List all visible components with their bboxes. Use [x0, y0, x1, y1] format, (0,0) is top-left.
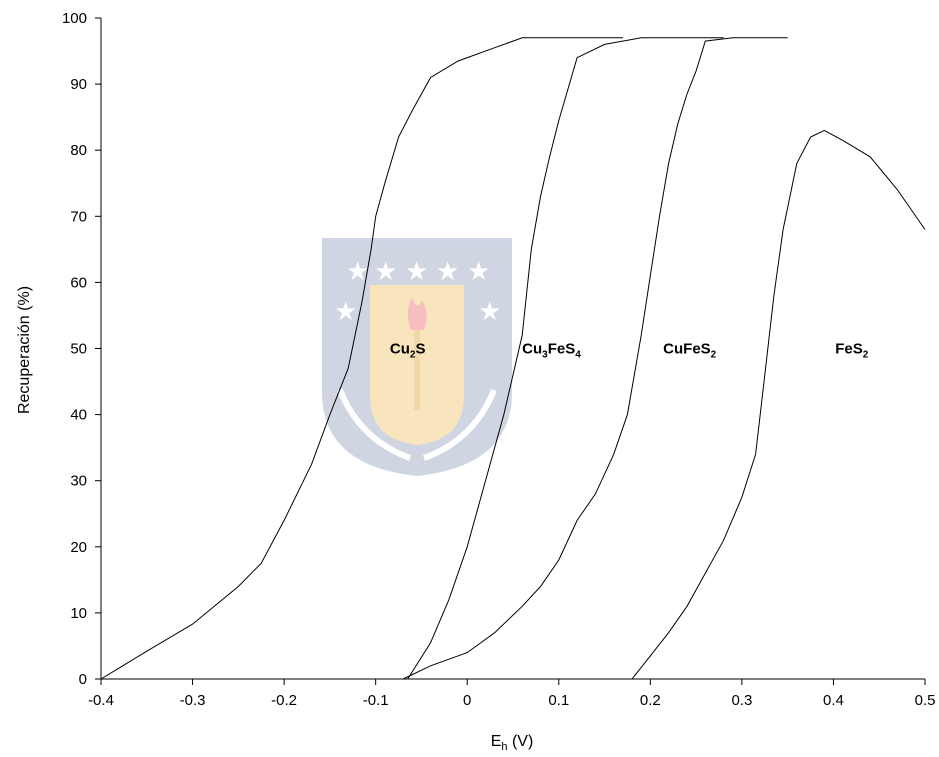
- crest-stars: ★ ★ ★ ★ ★ ★ ★: [334, 257, 501, 327]
- svg-text:★: ★: [436, 257, 459, 287]
- svg-text:★: ★: [346, 257, 369, 287]
- curve-label-2: CuFeS2: [663, 341, 717, 361]
- torch-icon: [414, 330, 420, 410]
- x-tick-label: -0.3: [180, 692, 206, 709]
- y-tick-label: 40: [70, 407, 87, 424]
- x-tick-label: -0.2: [271, 692, 297, 709]
- svg-text:★: ★: [374, 257, 397, 287]
- series-layer: [100, 37, 926, 680]
- y-tick-label: 10: [70, 605, 87, 622]
- curve-label-0: Cu2S: [390, 341, 426, 361]
- svg-text:★: ★: [405, 257, 428, 287]
- y-tick-label: 70: [70, 208, 87, 225]
- series-line-2: [402, 37, 788, 680]
- svg-text:★: ★: [334, 297, 357, 327]
- x-tick-label: 0.4: [823, 692, 844, 709]
- curve-labels: Cu2S Cu3FeS4 CuFeS2 FeS2: [390, 341, 869, 361]
- y-tick-label: 80: [70, 142, 87, 159]
- y-tick-label: 20: [70, 539, 87, 556]
- svg-text:★: ★: [478, 297, 501, 327]
- x-tick-label: 0.5: [915, 692, 936, 709]
- axes: 0 10 20 30 40 50 60 70 80 90 100 -0.4 -0.3 -0.2 -0.1 0 0…: [62, 10, 935, 709]
- crest-watermark: ★ ★ ★ ★ ★ ★ ★: [322, 238, 512, 476]
- x-tick-label: 0: [463, 692, 471, 709]
- y-tick-label: 0: [79, 671, 87, 688]
- x-tick-label: 0.3: [731, 692, 752, 709]
- curve-label-3: FeS2: [835, 341, 869, 361]
- y-tick-label: 60: [70, 274, 87, 291]
- x-axis-title: Eh (V): [491, 733, 534, 753]
- y-tick-label: 30: [70, 473, 87, 490]
- y-tick-label: 50: [70, 341, 87, 358]
- series-line-1: [407, 37, 724, 680]
- x-tick-label: -0.4: [88, 692, 114, 709]
- y-tick-label: 100: [62, 10, 87, 27]
- y-tick-label: 90: [70, 76, 87, 93]
- svg-text:★: ★: [467, 257, 490, 287]
- x-tick-label: 0.1: [548, 692, 569, 709]
- curve-label-1: Cu3FeS4: [522, 341, 581, 361]
- x-tick-label: 0.2: [640, 692, 661, 709]
- series-line-0: [100, 37, 623, 680]
- torch-flame-icon: [407, 298, 427, 330]
- y-axis-title: Recuperación (%): [16, 286, 33, 414]
- series-line-3: [631, 129, 926, 680]
- x-tick-label: -0.1: [363, 692, 389, 709]
